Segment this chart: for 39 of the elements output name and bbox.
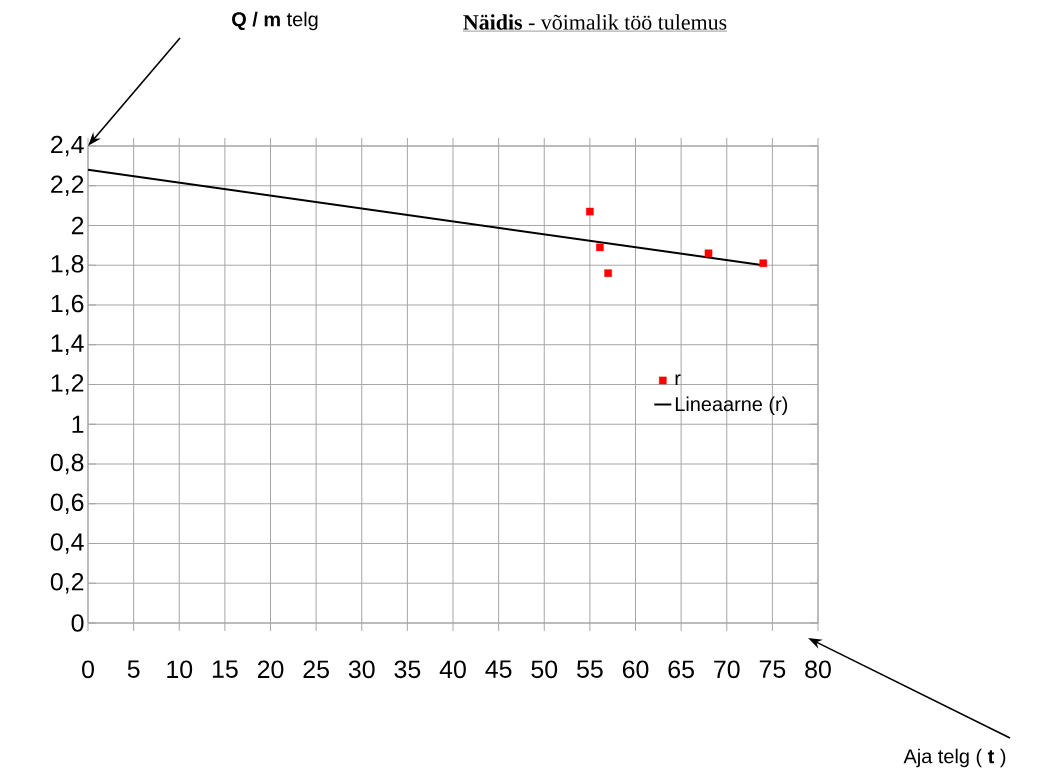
x-tick-label: 40 (439, 660, 466, 679)
text: Aja telg ( t ) (903, 748, 1006, 768)
y-tick-label: 1,4 (51, 334, 84, 355)
x-tick-label: 5 (127, 660, 140, 678)
point (586, 207, 594, 216)
x-tick-label: 10 (167, 660, 193, 679)
x-tick-label: 60 (622, 660, 649, 679)
x-tick-label: 65 (668, 660, 694, 679)
point (596, 243, 604, 252)
x-tick-label: 25 (303, 660, 329, 679)
y-tick-label: 2,4 (51, 135, 84, 157)
y-tick-label: 0,8 (50, 453, 84, 475)
x-tick-label: 75 (759, 660, 786, 678)
x-tick-label: 55 (577, 660, 603, 678)
x-tick-label: 30 (348, 660, 375, 679)
y-tick-label: 0,2 (50, 572, 84, 594)
x-tick-label: 70 (714, 660, 740, 679)
y-tick-label: 0,6 (50, 493, 84, 515)
x-tick-label: 50 (531, 660, 558, 679)
point (604, 269, 612, 277)
x-tick-label: 35 (394, 660, 421, 679)
point (704, 249, 713, 258)
x-tick-label: 15 (212, 660, 238, 678)
text: Q / m telg (232, 11, 318, 31)
y-tick-label: 0,4 (50, 533, 84, 554)
point (759, 259, 768, 268)
y-tick-label: 1 (72, 415, 84, 433)
y-tick-label: 1,8 (51, 254, 84, 276)
chart-title: Näidis - võimalik töö tulemus (463, 14, 727, 30)
legend-label: Lineaarne (r) (675, 396, 788, 416)
y-tick-label: 0 (71, 614, 84, 632)
x-tick-label: 20 (257, 660, 284, 679)
x-tick-label: 45 (485, 660, 512, 678)
x-tick-label: 80 (805, 660, 831, 679)
y-tick-label: 2 (71, 216, 84, 235)
y-tick-label: 1,2 (51, 374, 84, 395)
y-tick-label: 2,2 (51, 175, 84, 197)
legend-label: r (675, 374, 681, 386)
y-tick-label: 1,6 (51, 294, 84, 316)
